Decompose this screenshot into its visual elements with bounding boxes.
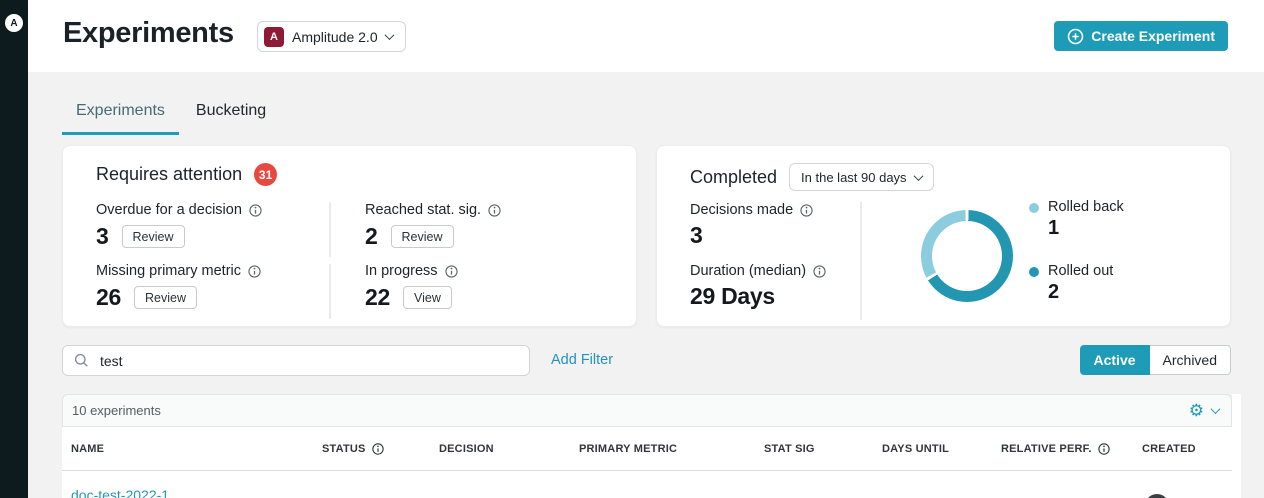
info-icon[interactable] bbox=[372, 443, 384, 455]
metric-value: 22 bbox=[365, 284, 390, 311]
metric-stat-sig: Reached stat. sig. 2 Review bbox=[365, 202, 501, 250]
view-in-progress-button[interactable]: View bbox=[403, 286, 452, 309]
amplitude-logo[interactable]: A bbox=[5, 14, 23, 32]
search-box bbox=[62, 345, 530, 376]
metric-label: In progress bbox=[365, 263, 438, 279]
divider bbox=[329, 264, 331, 319]
completed-donut-chart bbox=[921, 210, 1013, 302]
metric-value: 3 bbox=[96, 223, 109, 250]
create-experiment-label: Create Experiment bbox=[1091, 28, 1215, 44]
add-filter-button[interactable]: Add Filter bbox=[551, 352, 613, 368]
column-relative-perf: RELATIVE PERF. bbox=[992, 443, 1133, 455]
metric-label: Missing primary metric bbox=[96, 263, 241, 279]
table-toolbar: 10 experiments ⚙ bbox=[62, 394, 1232, 427]
legend-value: 2 bbox=[1048, 281, 1113, 304]
metric-label: Reached stat. sig. bbox=[365, 202, 481, 218]
metric-missing-primary: Missing primary metric 26 Review bbox=[96, 263, 261, 311]
chevron-down-icon bbox=[913, 171, 923, 181]
stat-duration-median: Duration (median) 29 Days bbox=[690, 263, 826, 310]
tab-bar: Experiments Bucketing bbox=[62, 94, 280, 135]
info-icon[interactable] bbox=[1098, 443, 1110, 455]
info-icon[interactable] bbox=[813, 265, 826, 278]
review-stat-sig-button[interactable]: Review bbox=[391, 225, 454, 248]
completed-title: Completed bbox=[690, 167, 777, 188]
stat-label: Decisions made bbox=[690, 202, 793, 218]
column-decision: DECISION bbox=[430, 443, 570, 455]
legend-rolled-back: Rolled back 1 bbox=[1029, 199, 1124, 240]
toggle-active[interactable]: Active bbox=[1080, 345, 1150, 375]
experiments-page: A Experiments A Amplitude 2.0 Create Exp… bbox=[0, 0, 1264, 498]
requires-attention-title: Requires attention bbox=[96, 164, 242, 185]
tab-experiments[interactable]: Experiments bbox=[62, 94, 179, 135]
table-scrollbar[interactable] bbox=[1232, 394, 1241, 498]
table-row: doc-test-2022-1 bbox=[62, 471, 1232, 498]
metric-value: 26 bbox=[96, 284, 121, 311]
column-days-until: DAYS UNTIL bbox=[873, 443, 992, 455]
date-range-value: In the last 90 days bbox=[801, 170, 907, 185]
review-missing-metric-button[interactable]: Review bbox=[134, 286, 197, 309]
create-experiment-button[interactable]: Create Experiment bbox=[1054, 21, 1228, 51]
legend-label: Rolled out bbox=[1048, 263, 1113, 279]
app-sidebar: A bbox=[0, 0, 28, 498]
metric-label: Overdue for a decision bbox=[96, 202, 242, 218]
column-primary-metric: PRIMARY METRIC bbox=[570, 443, 755, 455]
info-icon[interactable] bbox=[445, 265, 458, 278]
plus-circle-icon bbox=[1067, 28, 1084, 45]
gear-icon: ⚙ bbox=[1189, 402, 1204, 419]
completed-card: Completed In the last 90 days Decisions … bbox=[656, 145, 1231, 327]
stat-decisions-made: Decisions made 3 bbox=[690, 202, 813, 249]
info-icon[interactable] bbox=[249, 204, 262, 217]
experiments-count: 10 experiments bbox=[72, 403, 161, 418]
tab-bucketing[interactable]: Bucketing bbox=[182, 94, 280, 135]
table-settings-button[interactable]: ⚙ bbox=[1189, 402, 1219, 419]
divider bbox=[860, 202, 862, 320]
project-badge: A bbox=[264, 27, 284, 47]
info-icon[interactable] bbox=[488, 204, 501, 217]
rolled-out-dot bbox=[1029, 267, 1039, 277]
stat-value: 3 bbox=[690, 222, 813, 249]
chevron-down-icon bbox=[384, 30, 394, 40]
legend-rolled-out: Rolled out 2 bbox=[1029, 263, 1113, 304]
project-name: Amplitude 2.0 bbox=[292, 29, 378, 45]
project-selector[interactable]: A Amplitude 2.0 bbox=[257, 21, 406, 52]
review-overdue-button[interactable]: Review bbox=[122, 225, 185, 248]
creator-avatar bbox=[1145, 494, 1169, 498]
search-input[interactable] bbox=[100, 353, 519, 369]
column-stat-sig: STAT SIG bbox=[755, 443, 873, 455]
column-name: NAME bbox=[62, 443, 313, 455]
legend-label: Rolled back bbox=[1048, 199, 1124, 215]
toggle-archived[interactable]: Archived bbox=[1150, 345, 1231, 375]
column-status: STATUS bbox=[313, 443, 430, 455]
page-title: Experiments bbox=[63, 17, 234, 50]
rolled-back-dot bbox=[1029, 203, 1039, 213]
metric-in-progress: In progress 22 View bbox=[365, 263, 458, 311]
info-icon[interactable] bbox=[248, 265, 261, 278]
divider bbox=[329, 202, 331, 257]
metric-overdue: Overdue for a decision 3 Review bbox=[96, 202, 262, 250]
chevron-down-icon bbox=[1211, 404, 1221, 414]
requires-attention-card: Requires attention 31 Overdue for a deci… bbox=[62, 145, 637, 327]
attention-count-badge: 31 bbox=[254, 163, 277, 186]
table-header-row: NAME STATUS DECISION PRIMARY METRIC STAT… bbox=[62, 427, 1232, 471]
info-icon[interactable] bbox=[800, 204, 813, 217]
legend-value: 1 bbox=[1048, 217, 1124, 240]
stat-label: Duration (median) bbox=[690, 263, 806, 279]
column-created: CREATED bbox=[1133, 443, 1232, 455]
metric-value: 2 bbox=[365, 223, 378, 250]
search-icon bbox=[74, 353, 89, 368]
experiments-table: 10 experiments ⚙ NAME STATUS DECISION PR… bbox=[62, 394, 1241, 498]
page-header: Experiments A Amplitude 2.0 Create Exper… bbox=[28, 0, 1264, 72]
stat-value: 29 Days bbox=[690, 283, 826, 310]
experiment-name-link[interactable]: doc-test-2022-1 bbox=[62, 487, 313, 498]
active-archived-toggle: Active Archived bbox=[1080, 345, 1232, 375]
date-range-selector[interactable]: In the last 90 days bbox=[789, 163, 934, 191]
